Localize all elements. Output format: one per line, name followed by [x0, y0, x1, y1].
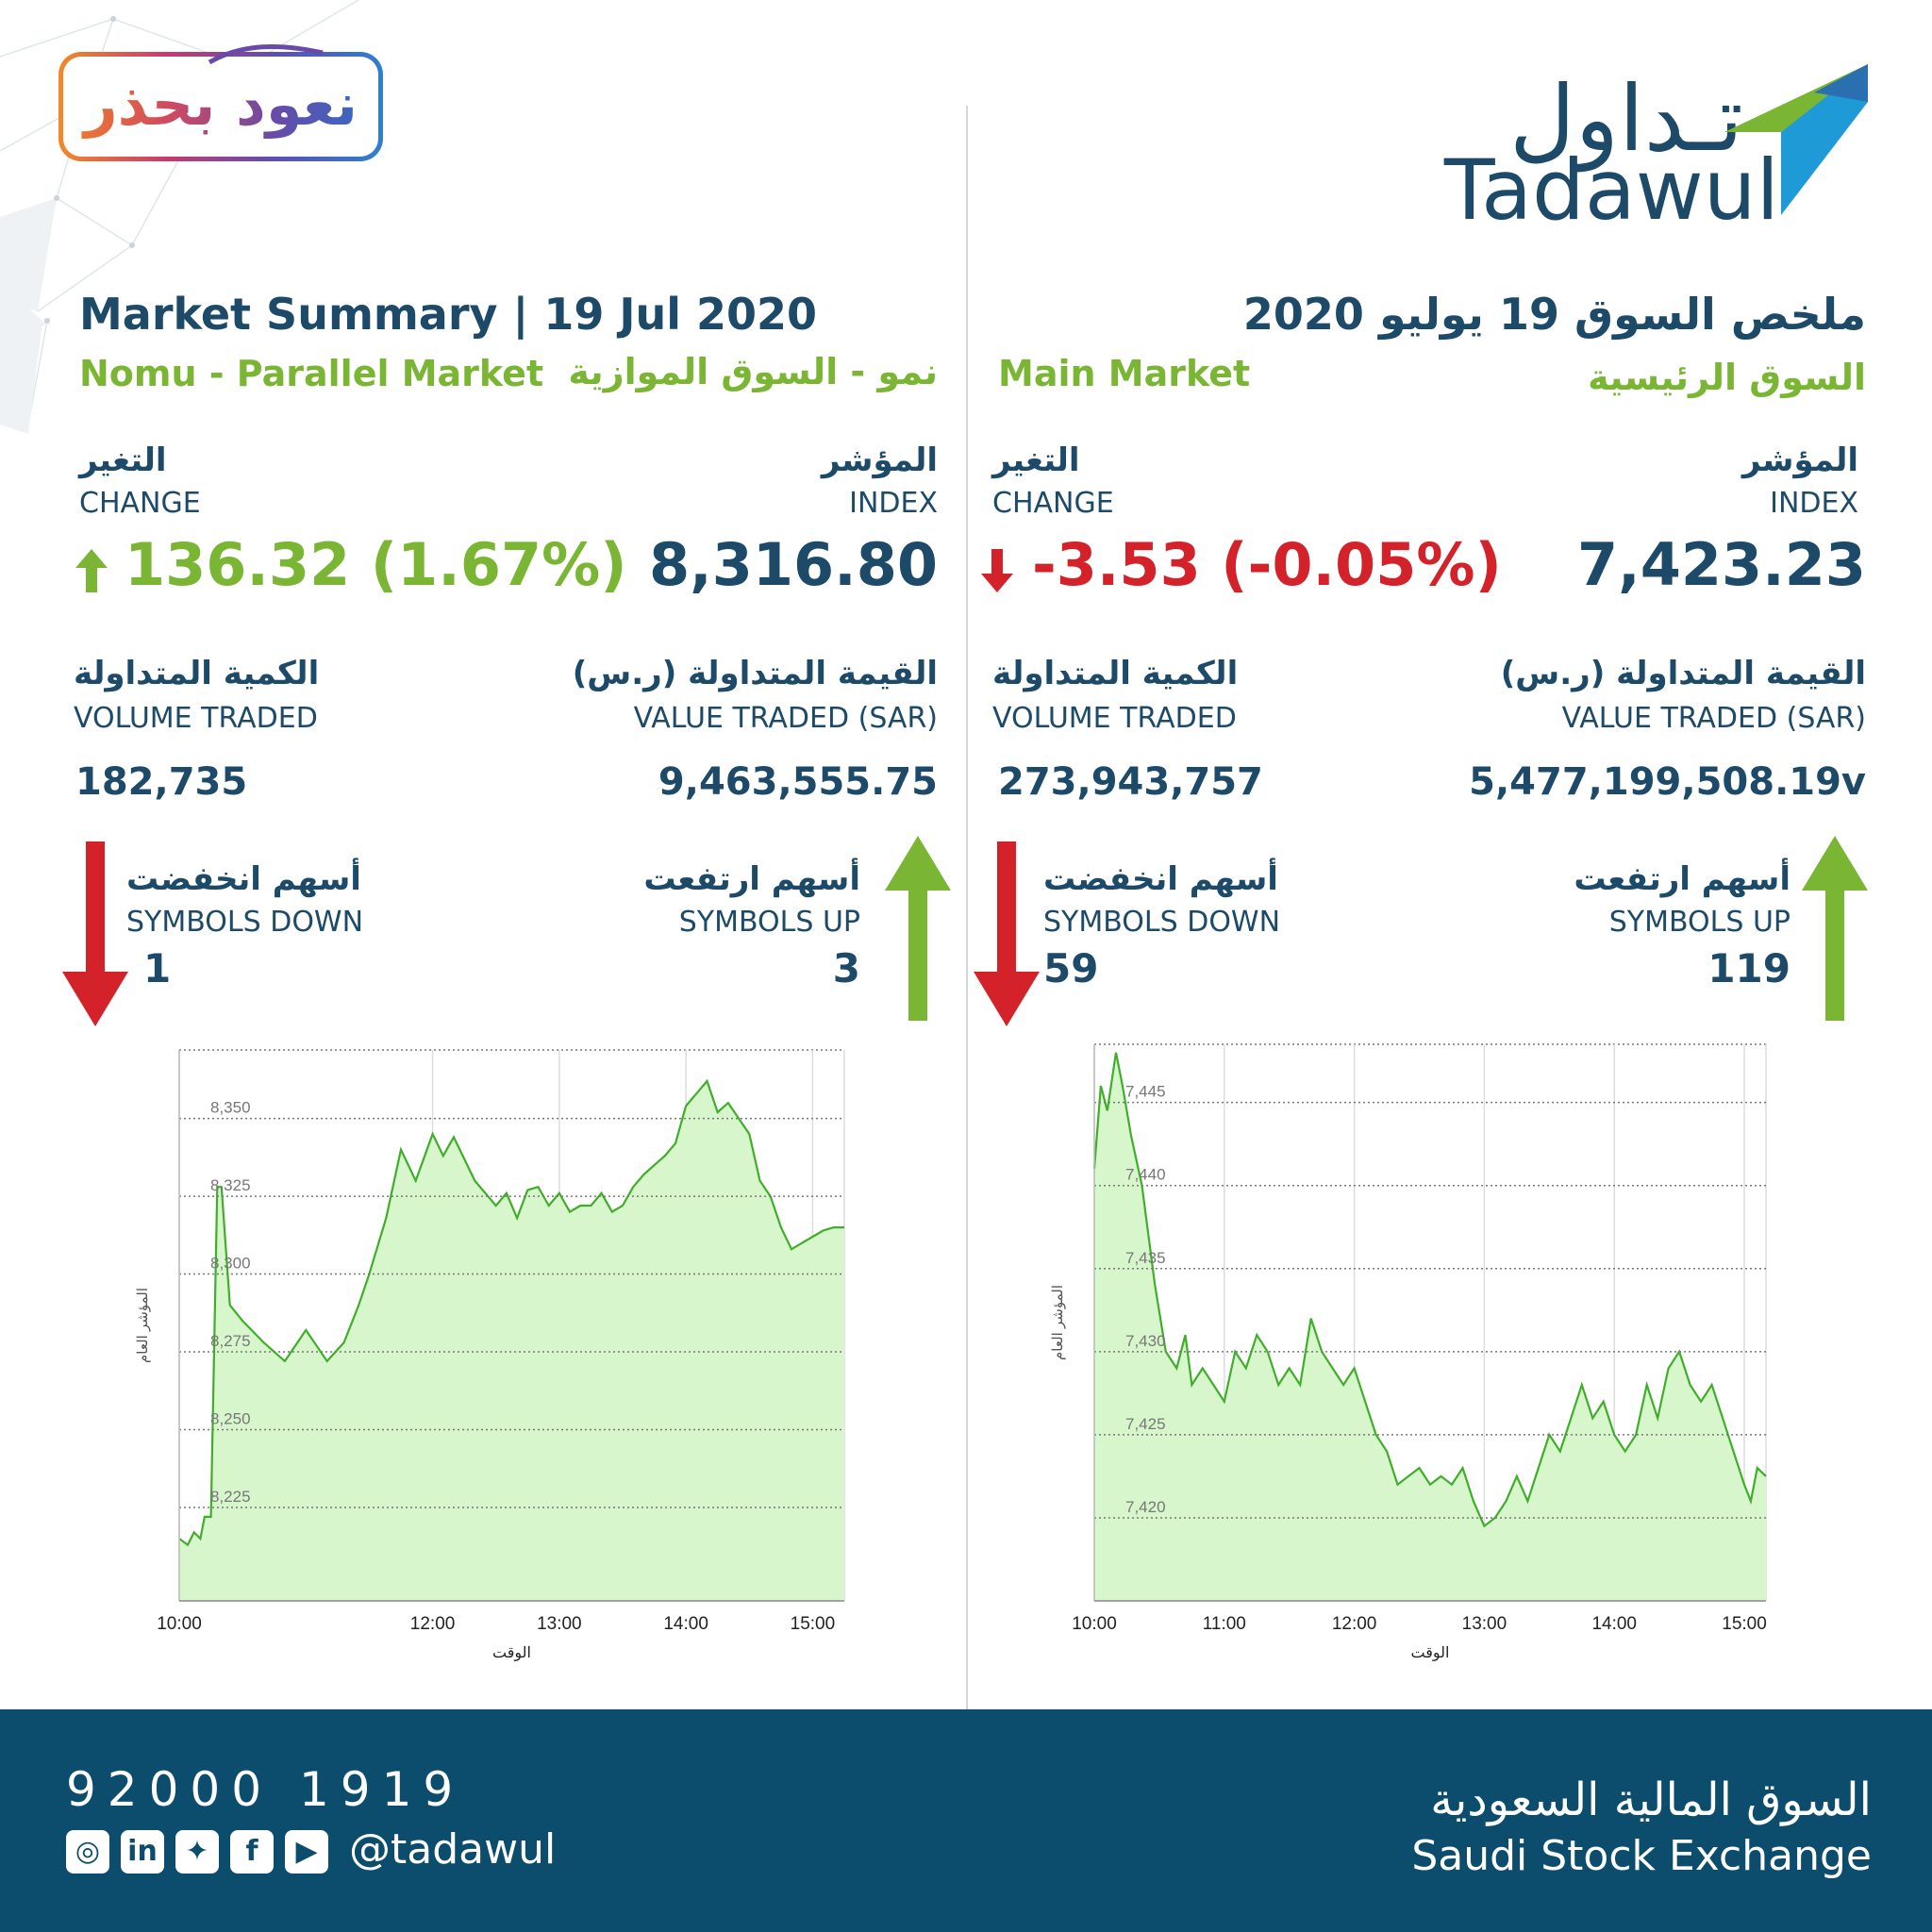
nomu-down-label-en: SYMBOLS DOWN	[126, 906, 364, 939]
nomu-index-value: 8,316.80	[649, 530, 938, 599]
main-name-arabic: السوق الرئيسية	[1588, 357, 1866, 398]
main-value-label-ar: القيمة المتداولة (ر.س)	[1500, 655, 1866, 692]
nomu-up-count: 3	[832, 945, 860, 991]
x-tick-label: 11:00	[1203, 1614, 1246, 1634]
down-arrow-icon	[974, 841, 1040, 1026]
y-tick-label: 8,300	[210, 1255, 251, 1273]
nomu-change-label-ar: التغير	[79, 441, 167, 479]
phone-number: 92000 1919	[66, 1762, 465, 1817]
main-volume-label-ar: الكمية المتداولة	[992, 655, 1239, 692]
instagram-icon[interactable]: ◎	[66, 1830, 109, 1874]
up-arrow-icon	[885, 836, 951, 1021]
twitter-icon[interactable]: ✦	[175, 1830, 219, 1874]
nomu-value-label-en: VALUE TRADED (SAR)	[633, 702, 938, 735]
x-axis-title: الوقت	[1411, 1645, 1450, 1661]
nomu-up-label-en: SYMBOLS UP	[678, 906, 860, 939]
main-index-chart: 7,420 7,425 7,430 7,435 7,440 7,445 10:00 11:00…	[1028, 1038, 1783, 1683]
exchange-name-english: Saudi Stock Exchange	[1411, 1832, 1872, 1880]
badge-text: نعود بحذر	[63, 70, 378, 139]
index-area-fill	[1094, 1052, 1766, 1601]
nomu-down-label-ar: أسهم انخفضت	[126, 860, 361, 898]
x-tick-label: 15:00	[1722, 1614, 1767, 1634]
x-tick-label: 13:00	[537, 1614, 582, 1634]
nomu-volume-value: 182,735	[75, 760, 248, 804]
x-tick-label: 15:00	[791, 1614, 836, 1634]
tadawul-logo-mark	[1724, 64, 1868, 215]
main-name-english: Main Market	[998, 353, 1251, 394]
y-tick-label: 8,325	[210, 1176, 251, 1194]
main-change-label-ar: التغير	[992, 441, 1080, 479]
y-tick-label: 7,435	[1125, 1249, 1166, 1267]
y-tick-label: 7,440	[1125, 1166, 1166, 1184]
nomu-index-chart: 8,225 8,250 8,275 8,300 8,325 8,350 10:00 12:00…	[113, 1038, 868, 1683]
x-tick-label: 12:00	[1332, 1614, 1377, 1634]
y-tick-label: 8,350	[210, 1099, 251, 1117]
linkedin-icon[interactable]: in	[121, 1830, 164, 1874]
y-tick-label: 7,445	[1125, 1083, 1166, 1101]
index-line	[1092, 1052, 1767, 1528]
nomu-volume-label-ar: الكمية المتداولة	[74, 655, 320, 692]
y-tick-label: 8,275	[210, 1332, 251, 1350]
nomu-value-value: 9,463,555.75	[658, 760, 938, 804]
x-axis-title: الوقت	[492, 1645, 531, 1661]
x-tick-label: 12:00	[410, 1614, 456, 1634]
logo-arabic-text: تـداول	[1508, 66, 1743, 172]
nomu-volume-label-en: VOLUME TRADED	[74, 702, 318, 735]
main-up-count: 119	[1707, 945, 1790, 991]
youtube-icon[interactable]: ▶	[285, 1830, 328, 1874]
main-index-label-ar: المؤشر	[1741, 441, 1858, 479]
main-value-value: 5,477,199,508.19v	[1469, 760, 1866, 804]
x-tick-label: 10:00	[157, 1614, 202, 1634]
y-axis-title: المؤشر العام	[135, 1288, 151, 1363]
nomu-change-label-en: CHANGE	[79, 487, 201, 520]
y-tick-label: 7,430	[1125, 1332, 1166, 1350]
main-down-label-ar: أسهم انخفضت	[1043, 860, 1278, 898]
main-index-label-en: INDEX	[1770, 487, 1858, 520]
main-volume-label-en: VOLUME TRADED	[992, 702, 1237, 735]
social-handle[interactable]: @tadawul	[349, 1825, 557, 1874]
main-change-label-en: CHANGE	[992, 487, 1114, 520]
down-arrow-icon	[62, 841, 128, 1026]
nomu-chart-svg: 8,225 8,250 8,275 8,300 8,325 8,350 10:00 12:00…	[135, 1049, 845, 1661]
y-tick-label: 7,425	[1125, 1415, 1166, 1433]
nomu-index-label-en: INDEX	[849, 487, 938, 520]
index-area-fill	[179, 1081, 844, 1601]
down-arrow-icon	[981, 549, 1013, 592]
nomu-down-count: 1	[143, 945, 172, 991]
x-tick-label: 13:00	[1462, 1614, 1507, 1634]
facebook-icon[interactable]: f	[230, 1830, 274, 1874]
badge-swoosh-graphic	[208, 43, 324, 65]
title-english: Market Summary | 19 Jul 2020	[79, 289, 818, 340]
nomu-name-english: Nomu - Parallel Market	[79, 353, 544, 394]
main-change-value: -3.53 (-0.05%)	[1032, 530, 1502, 599]
main-volume-value: 273,943,757	[998, 760, 1263, 804]
nomu-index-label-ar: المؤشر	[821, 441, 938, 479]
nomu-value-label-ar: القيمة المتداولة (ر.س)	[572, 655, 938, 692]
y-tick-label: 8,250	[210, 1410, 251, 1428]
logo-english-text: Tadawul	[1443, 142, 1779, 239]
main-up-label-ar: أسهم ارتفعت	[1574, 860, 1790, 898]
main-index-value: 7,423.23	[1577, 530, 1866, 599]
x-tick-label: 10:00	[1072, 1614, 1117, 1634]
nomu-name-arabic: نمو - السوق الموازية	[568, 351, 938, 392]
exchange-name-arabic: السوق المالية السعودية	[1430, 1774, 1872, 1826]
y-tick-label: 8,225	[210, 1488, 251, 1506]
up-arrow-icon	[75, 549, 108, 592]
main-down-count: 59	[1043, 945, 1099, 991]
main-down-label-en: SYMBOLS DOWN	[1043, 906, 1281, 939]
x-tick-label: 14:00	[663, 1614, 708, 1634]
column-divider	[966, 106, 968, 1709]
up-arrow-icon	[1802, 836, 1868, 1021]
y-axis-title: المؤشر العام	[1050, 1285, 1066, 1360]
nomu-up-label-ar: أسهم ارتفعت	[643, 860, 860, 898]
main-up-label-en: SYMBOLS UP	[1608, 906, 1790, 939]
x-tick-label: 14:00	[1591, 1614, 1637, 1634]
footer-bar	[0, 1709, 1932, 1932]
title-arabic: ملخص السوق 19 يوليو 2020	[1242, 289, 1866, 340]
y-tick-label: 7,420	[1125, 1498, 1166, 1516]
campaign-badge: نعود بحذر	[58, 43, 383, 161]
main-value-label-en: VALUE TRADED (SAR)	[1561, 702, 1866, 735]
main-chart-svg: 7,420 7,425 7,430 7,435 7,440 7,445 10:00 11:00…	[1050, 1043, 1767, 1661]
nomu-change-value: 136.32 (1.67%)	[125, 530, 627, 599]
